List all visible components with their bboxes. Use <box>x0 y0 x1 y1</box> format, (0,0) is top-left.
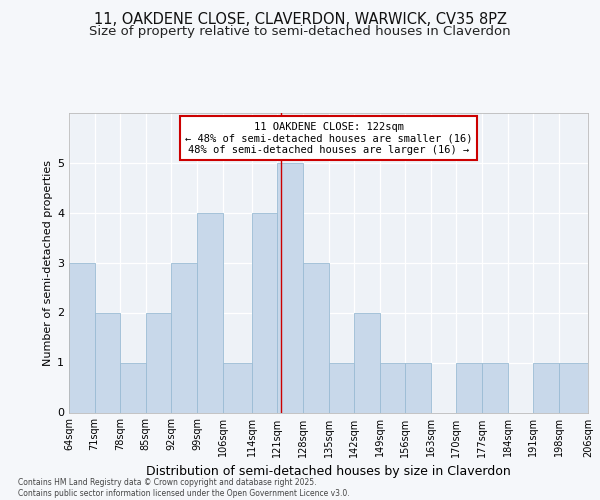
Bar <box>533 362 559 412</box>
Bar <box>405 362 431 412</box>
Bar <box>95 312 120 412</box>
Y-axis label: Number of semi-detached properties: Number of semi-detached properties <box>43 160 53 366</box>
Text: 11 OAKDENE CLOSE: 122sqm
← 48% of semi-detached houses are smaller (16)
48% of s: 11 OAKDENE CLOSE: 122sqm ← 48% of semi-d… <box>185 122 472 154</box>
Bar <box>120 362 146 412</box>
Bar <box>146 312 172 412</box>
X-axis label: Distribution of semi-detached houses by size in Claverdon: Distribution of semi-detached houses by … <box>146 465 511 478</box>
Bar <box>457 362 482 412</box>
Bar <box>482 362 508 412</box>
Bar <box>380 362 405 412</box>
Text: Contains HM Land Registry data © Crown copyright and database right 2025.
Contai: Contains HM Land Registry data © Crown c… <box>18 478 350 498</box>
Bar <box>172 262 197 412</box>
Bar <box>197 212 223 412</box>
Bar <box>277 162 303 412</box>
Bar <box>559 362 588 412</box>
Text: Size of property relative to semi-detached houses in Claverdon: Size of property relative to semi-detach… <box>89 25 511 38</box>
Bar <box>223 362 252 412</box>
Text: 11, OAKDENE CLOSE, CLAVERDON, WARWICK, CV35 8PZ: 11, OAKDENE CLOSE, CLAVERDON, WARWICK, C… <box>94 12 506 28</box>
Bar <box>303 262 329 412</box>
Bar <box>354 312 380 412</box>
Bar <box>252 212 277 412</box>
Bar <box>69 262 95 412</box>
Bar <box>329 362 354 412</box>
